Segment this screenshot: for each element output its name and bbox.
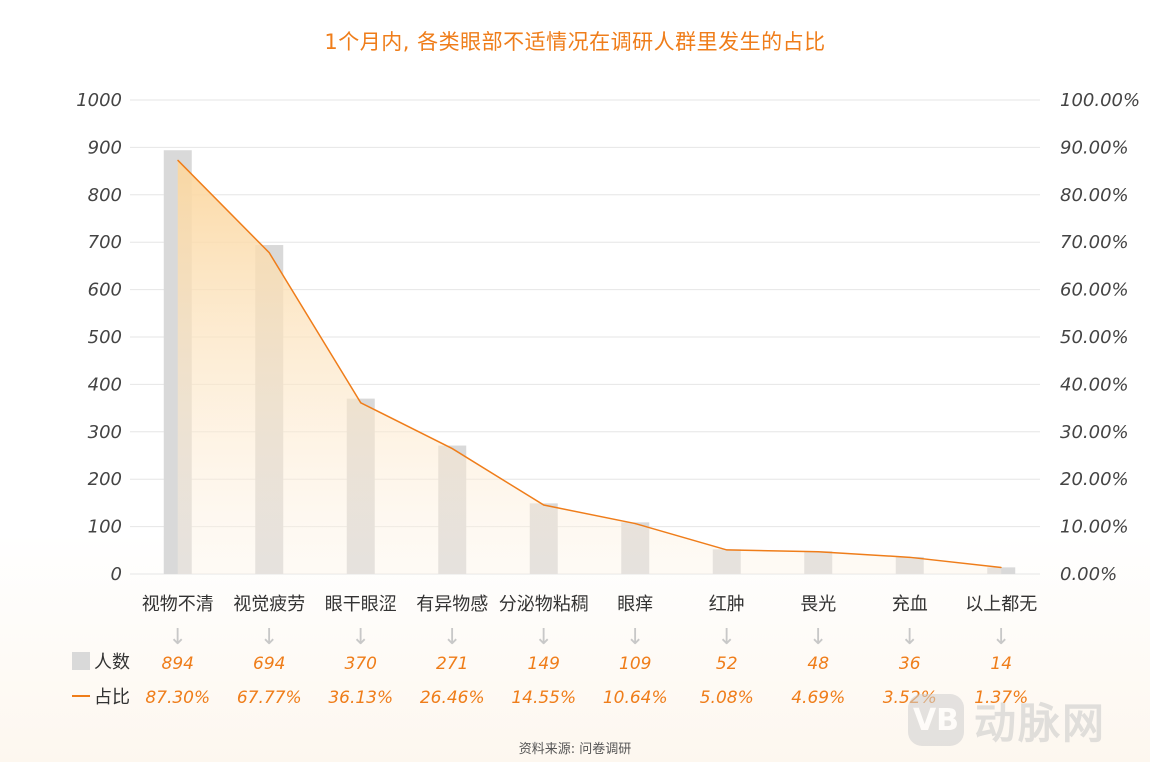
legend-bar-swatch: [72, 652, 90, 670]
count-label: 694: [253, 654, 285, 674]
right-tick-label: 70.00%: [1060, 232, 1129, 253]
count-label: 894: [162, 654, 194, 674]
right-tick-label: 80.00%: [1060, 185, 1129, 206]
count-label: 48: [807, 654, 829, 674]
line-point: [360, 402, 362, 404]
x-category-label: 视物不清: [142, 594, 214, 615]
x-category-label: 红肿: [709, 594, 745, 615]
count-label: 271: [436, 654, 468, 674]
count-label: 109: [619, 654, 651, 674]
x-axis-categories: 视物不清 视觉疲劳 眼干眼涩 有异物感 分泌物粘稠 眼痒 红肿 畏光 充血 以上都无: [142, 594, 1038, 615]
right-tick-label: 20.00%: [1060, 469, 1129, 490]
right-tick-label: 90.00%: [1060, 137, 1129, 158]
down-arrow-icon: ↓: [626, 625, 644, 650]
percent-label: 26.46%: [420, 688, 485, 708]
line-point: [1000, 567, 1002, 569]
line-point: [726, 549, 728, 551]
x-category-label: 眼干眼涩: [325, 594, 397, 615]
line-point: [817, 551, 819, 553]
count-label: 52: [716, 654, 738, 674]
left-tick-label: 0: [111, 564, 122, 585]
down-arrow-icon: ↓: [535, 625, 553, 650]
right-tick-label: 10.00%: [1060, 517, 1129, 538]
right-tick-label: 50.00%: [1060, 327, 1129, 348]
right-tick-label: 100.00%: [1060, 90, 1140, 111]
left-tick-label: 200: [88, 469, 122, 490]
watermark-logo-icon: VB: [908, 694, 964, 746]
down-arrow-icon: ↓: [901, 625, 919, 650]
left-tick-label: 300: [88, 422, 122, 443]
left-tick-label: 700: [88, 232, 122, 253]
count-labels: 894 694 370 271 149 109 52 48 36 14: [162, 654, 1013, 674]
down-arrow-icon: ↓: [718, 625, 736, 650]
percent-label: 14.55%: [511, 688, 576, 708]
category-arrows: ↓ ↓ ↓ ↓ ↓ ↓ ↓ ↓ ↓ ↓: [169, 625, 1011, 650]
x-category-label: 有异物感: [416, 594, 488, 615]
left-tick-label: 1000: [76, 90, 122, 111]
line-point: [268, 252, 270, 254]
area-series: [177, 159, 1002, 574]
percent-label: 1.37%: [974, 688, 1028, 708]
count-label: 149: [528, 654, 560, 674]
right-tick-label: 0.00%: [1060, 564, 1117, 585]
legend: 人数 占比: [72, 652, 130, 708]
left-tick-label: 900: [88, 137, 122, 158]
down-arrow-icon: ↓: [169, 625, 187, 650]
x-category-label: 视觉疲劳: [233, 594, 305, 615]
x-category-label: 充血: [892, 594, 928, 615]
percent-labels: 87.30% 67.77% 36.13% 26.46% 14.55% 10.64% 5.08…: [145, 688, 1028, 708]
down-arrow-icon: ↓: [260, 625, 278, 650]
left-tick-label: 100: [88, 517, 122, 538]
left-tick-label: 600: [88, 280, 122, 301]
left-tick-label: 400: [88, 374, 122, 395]
source-note: 资料来源: 问卷调研: [518, 742, 632, 757]
count-label: 370: [345, 654, 377, 674]
left-axis-ticks: 0 100 200 300 400 500 600 700 800 900 1000: [76, 90, 122, 585]
line-point: [451, 448, 453, 450]
x-category-label: 畏光: [800, 594, 836, 615]
legend-line-label: 占比: [94, 687, 130, 708]
area-fill: [177, 160, 1002, 574]
right-tick-label: 60.00%: [1060, 280, 1129, 301]
x-category-label: 以上都无: [965, 594, 1037, 615]
right-tick-label: 40.00%: [1060, 374, 1129, 395]
percent-label: 87.30%: [145, 688, 210, 708]
down-arrow-icon: ↓: [992, 625, 1010, 650]
down-arrow-icon: ↓: [443, 625, 461, 650]
line-point: [177, 159, 179, 161]
chart-title: 1个月内, 各类眼部不适情况在调研人群里发生的占比: [324, 30, 826, 54]
right-tick-label: 30.00%: [1060, 422, 1129, 443]
x-category-label: 眼痒: [617, 594, 653, 615]
line-point: [909, 556, 911, 558]
right-axis-ticks: 0.00% 10.00% 20.00% 30.00% 40.00% 50.00% 60.00…: [1060, 90, 1140, 585]
line-point: [543, 504, 545, 506]
count-label: 14: [990, 654, 1012, 674]
legend-bar-label: 人数: [94, 652, 130, 673]
left-tick-label: 800: [88, 185, 122, 206]
line-point: [634, 523, 636, 525]
percent-line: [177, 159, 1002, 569]
watermark: VB 动脉网: [908, 690, 1138, 750]
down-arrow-icon: ↓: [352, 625, 370, 650]
x-category-label: 分泌物粘稠: [499, 594, 589, 615]
percent-label: 5.08%: [700, 688, 754, 708]
percent-label: 4.69%: [791, 688, 845, 708]
percent-label: 67.77%: [237, 688, 302, 708]
percent-label: 10.64%: [603, 688, 668, 708]
count-label: 36: [899, 654, 921, 674]
down-arrow-icon: ↓: [809, 625, 827, 650]
left-tick-label: 500: [88, 327, 122, 348]
watermark-text: 动脉网: [974, 698, 1107, 748]
percent-label: 36.13%: [328, 688, 393, 708]
